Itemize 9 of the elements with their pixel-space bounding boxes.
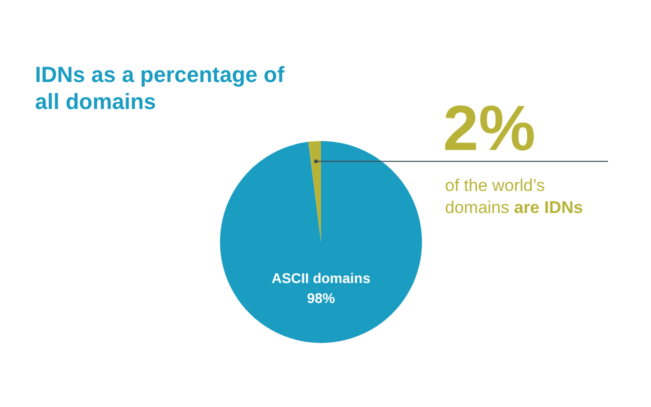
text: are IDNs — [509, 198, 583, 217]
chart-title: IDNs as a percentage of all domains — [35, 62, 286, 114]
pie-slice — [308, 141, 321, 242]
pie-slice — [220, 141, 422, 343]
data-label: 98% — [306, 290, 336, 306]
slice-label: ASCII domains — [272, 270, 371, 286]
text: of the world’s — [445, 176, 545, 195]
text: domains — [445, 198, 510, 217]
data-label: 2% — [443, 92, 536, 164]
